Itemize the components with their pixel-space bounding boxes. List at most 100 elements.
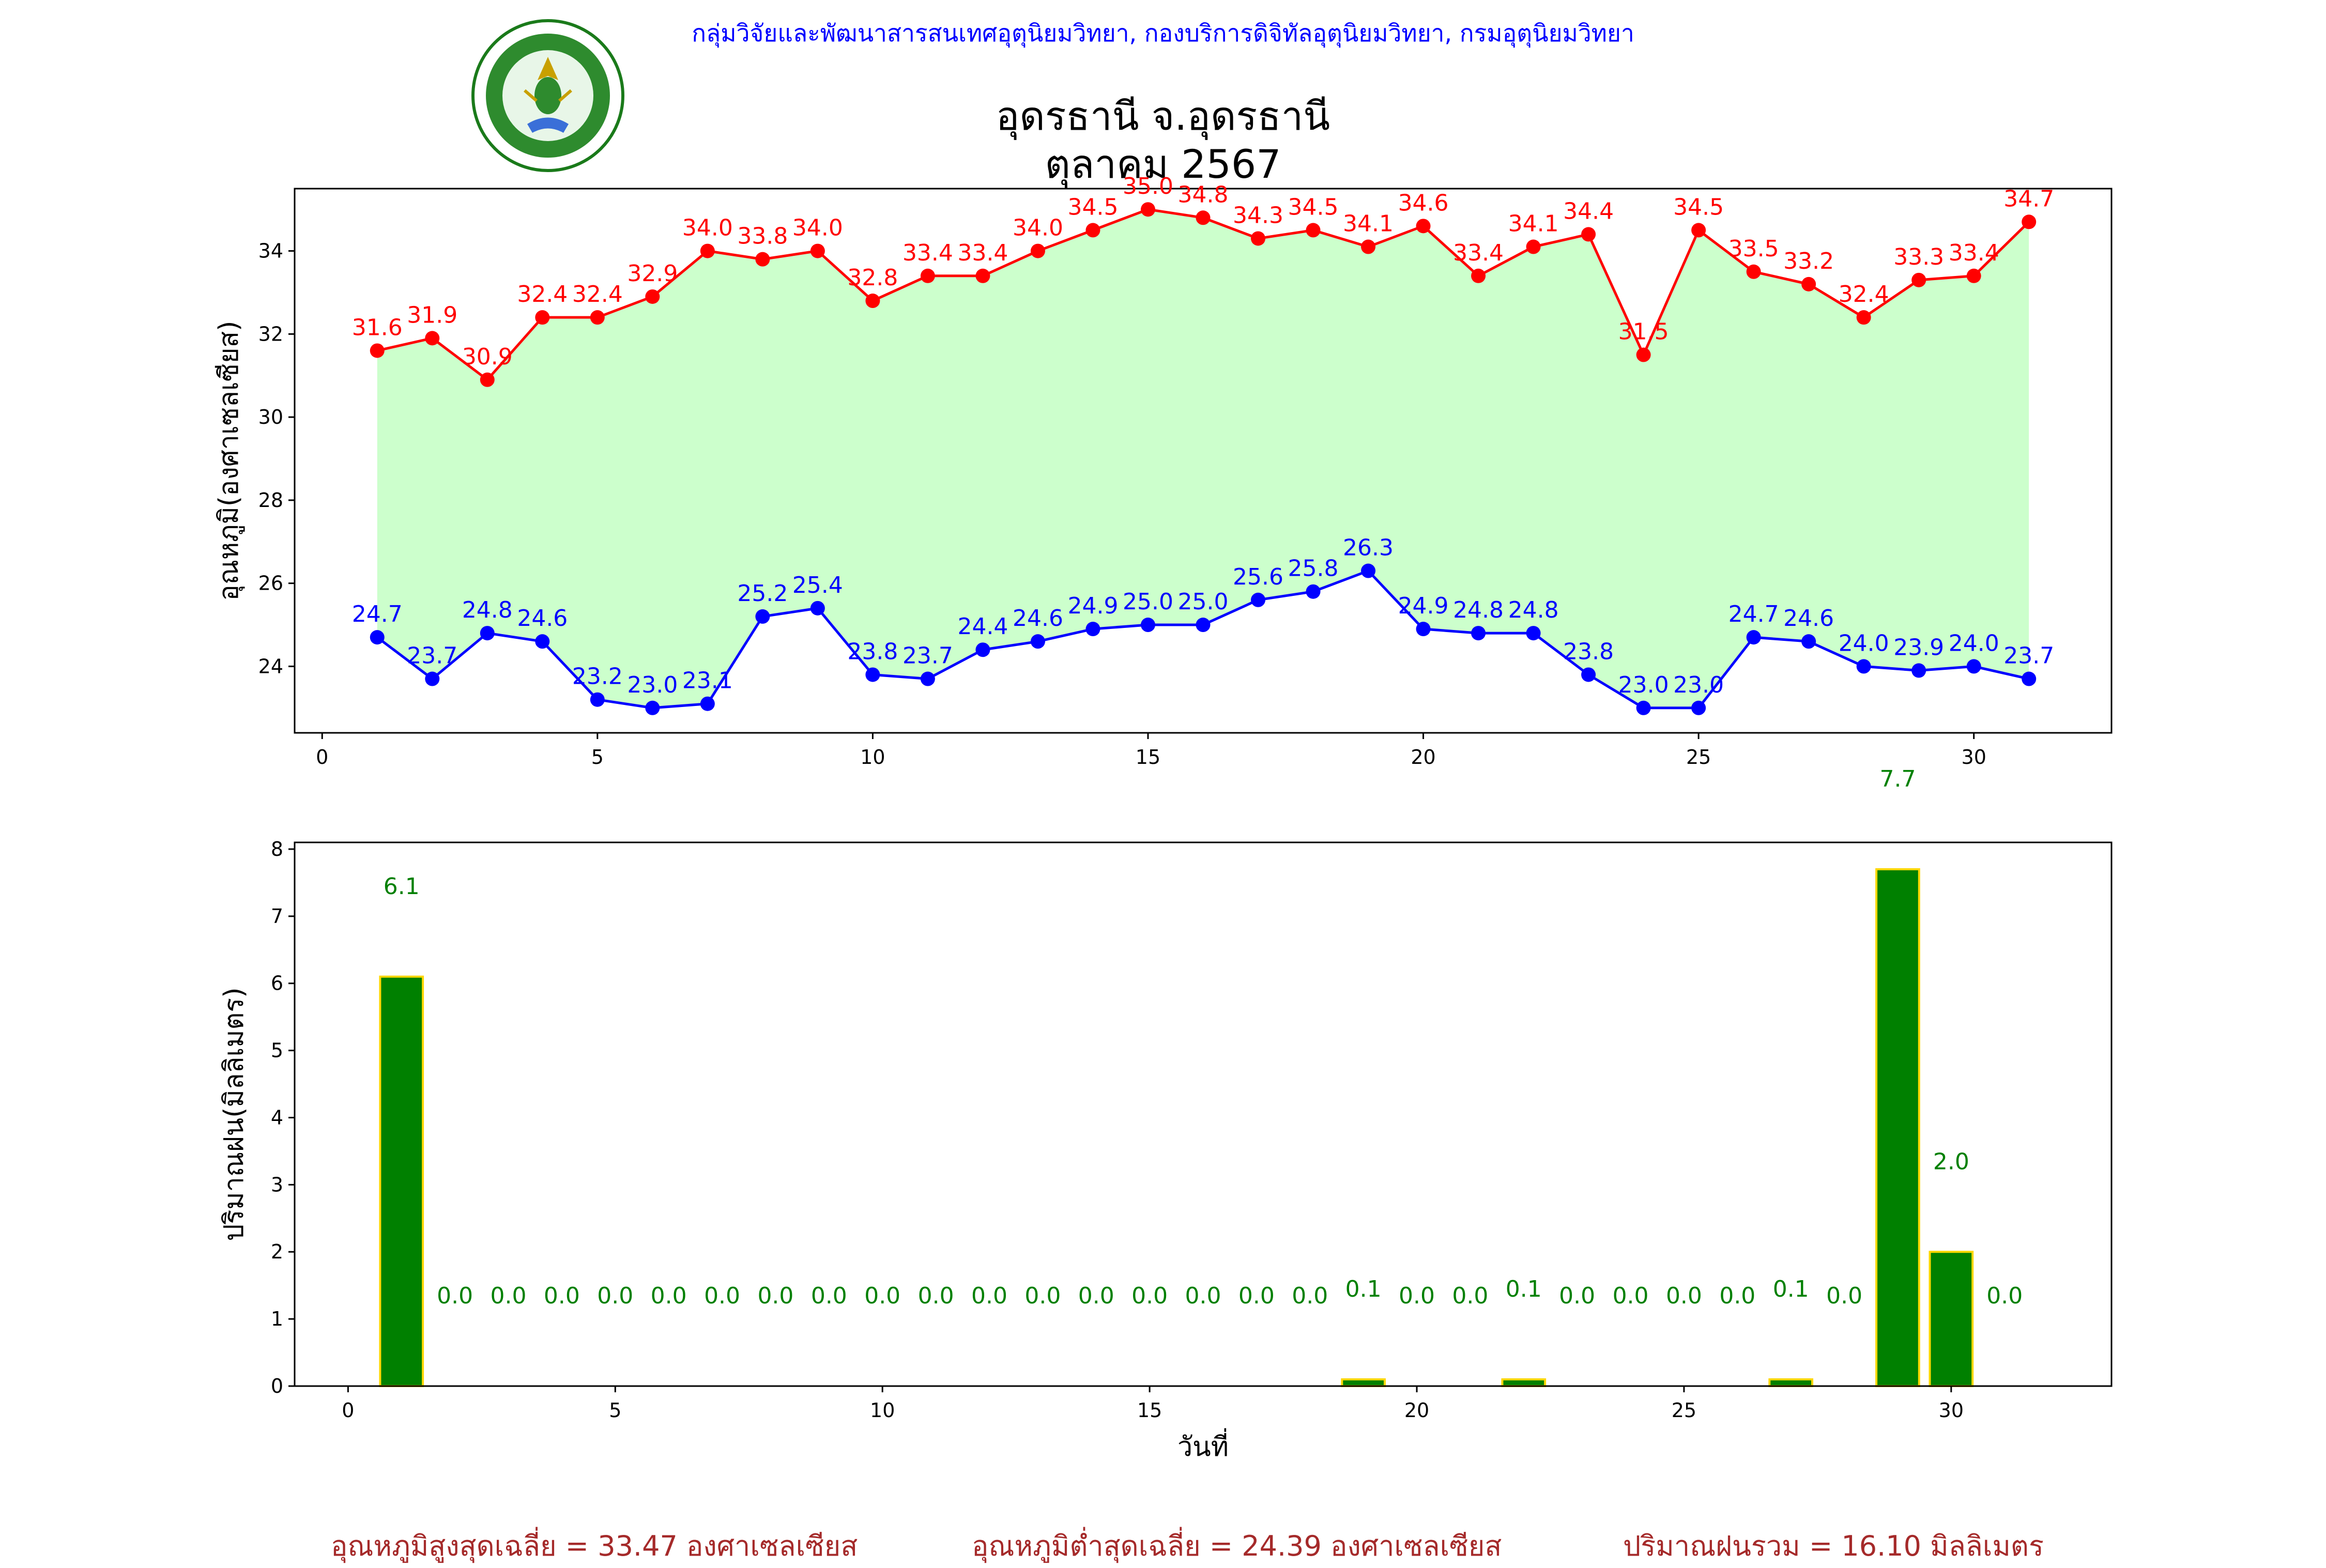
temperature-range-fill — [377, 209, 2029, 708]
rain-x-tick-label: 0 — [342, 1399, 354, 1422]
max-temp-point — [1361, 239, 1376, 254]
rain-value-label: 0.0 — [597, 1283, 633, 1309]
min-temp-value-label: 24.9 — [1398, 593, 1449, 619]
min-temp-value-label: 25.4 — [792, 572, 843, 598]
max-temp-value-label: 33.3 — [1893, 244, 1944, 270]
rain-value-label: 0.0 — [1986, 1283, 2023, 1309]
min-temp-point — [1140, 618, 1155, 633]
max-temp-point — [755, 252, 770, 267]
min-temp-value-label: 23.7 — [902, 643, 953, 669]
max-temp-point — [810, 243, 825, 258]
max-temp-point — [425, 331, 440, 346]
month-title: ตุลาคม 2567 — [1045, 141, 1281, 187]
min-temp-value-label: 24.0 — [1839, 630, 1889, 656]
temp-y-tick-label: 24 — [258, 655, 283, 678]
min-temp-point — [1966, 659, 1981, 674]
max-temp-point — [865, 294, 880, 309]
rain-value-label: 0.0 — [1292, 1283, 1328, 1309]
max-temp-point — [1251, 231, 1266, 246]
rain-bar — [1929, 1251, 1974, 1387]
max-temp-value-label: 34.4 — [1563, 198, 1614, 224]
temp-y-tick-label: 28 — [258, 489, 283, 512]
max-temp-point — [700, 243, 715, 258]
rain-plot-frame — [294, 841, 2113, 1387]
max-temp-point — [1581, 227, 1596, 242]
max-temp-value-label: 34.0 — [1013, 215, 1063, 241]
max-temp-value-label: 33.8 — [737, 223, 788, 250]
min-temp-value-label: 24.8 — [462, 597, 513, 623]
rain-x-tick-label: 20 — [1404, 1399, 1429, 1422]
min-temp-point — [1911, 663, 1926, 678]
rainfall-chart: 6.1 0.0 0.0 0.0 0.0 0.0 0.0 0.0 0.0 0.0 0.0 0.0 0.0 0… — [219, 766, 2113, 1463]
total-rain-summary: ปริมาณฝนรวม = 16.10 มิลลิเมตร — [1623, 1530, 2044, 1562]
rain-value-label: 0.0 — [544, 1283, 580, 1309]
max-temp-value-label: 34.0 — [792, 215, 843, 241]
rain-value-label: 0.0 — [1078, 1283, 1114, 1309]
min-temp-point — [1636, 700, 1651, 715]
max-temp-value-label: 34.3 — [1233, 202, 1283, 228]
rain-value-label: 7.7 — [1879, 766, 1916, 792]
min-temp-point — [370, 630, 385, 645]
max-temp-point — [1636, 347, 1651, 362]
min-temp-point — [865, 667, 880, 682]
org-header: กลุ่มวิจัยและพัฒนาสารสนเทศอุตุนิยมวิทยา,… — [692, 19, 1634, 47]
rain-value-label: 0.0 — [1559, 1283, 1595, 1309]
temp-x-tick-label: 10 — [860, 746, 885, 768]
min-temp-value-label: 23.0 — [627, 672, 678, 698]
rain-x-tick-label: 5 — [609, 1399, 621, 1422]
max-temp-value-label: 31.5 — [1618, 319, 1669, 345]
min-temp-value-label: 23.2 — [572, 664, 623, 690]
min-temp-point — [1030, 634, 1045, 649]
rain-value-label: 0.0 — [1666, 1283, 1702, 1309]
rain-value-label: 2.0 — [1933, 1148, 1969, 1175]
temp-y-tick-label: 34 — [258, 240, 283, 263]
max-temp-value-label: 35.0 — [1123, 173, 1173, 199]
min-temp-value-label: 23.8 — [847, 638, 898, 665]
min-temp-value-label: 25.0 — [1123, 589, 1173, 615]
min-temp-point — [755, 609, 770, 624]
rain-value-label: 0.0 — [704, 1283, 740, 1309]
rain-bar — [1501, 1378, 1547, 1388]
rain-y-tick-label: 0 — [271, 1375, 283, 1397]
min-temp-value-label: 24.6 — [517, 605, 568, 632]
temp-y-axis-label: อุณหภูมิ(องศาเซลเซียส) — [213, 321, 245, 601]
rain-value-label: 0.0 — [437, 1283, 473, 1309]
temp-y-tick-label: 32 — [258, 322, 283, 345]
max-temp-point — [1801, 276, 1816, 291]
min-temp-point — [1251, 592, 1266, 607]
temp-x-tick-label: 0 — [316, 746, 328, 768]
min-temp-value-label: 24.9 — [1067, 593, 1118, 619]
rain-bar — [379, 975, 424, 1387]
max-temp-point — [1085, 223, 1100, 238]
temp-x-tick-label: 5 — [591, 746, 604, 768]
rain-bar — [1341, 1378, 1386, 1388]
rain-value-label: 0.0 — [1185, 1283, 1221, 1309]
min-temp-value-label: 23.1 — [682, 668, 733, 694]
min-temp-point — [1416, 622, 1431, 637]
max-temp-value-label: 32.8 — [847, 265, 898, 291]
rain-y-tick-label: 8 — [271, 838, 283, 860]
min-temp-value-label: 24.0 — [1949, 630, 1999, 656]
avg-min-summary: อุณหภูมิต่ำสุดเฉลี่ย = 24.39 องศาเซลเซีย… — [972, 1530, 1502, 1562]
max-temp-point — [480, 372, 495, 387]
min-temp-value-label: 23.0 — [1673, 672, 1724, 698]
max-temp-point — [370, 343, 385, 358]
temperature-chart: 0 5 10 15 20 25 30 24 26 28 30 32 34 อุณหภูมิ(องศาเซล… — [213, 173, 2113, 768]
min-temp-value-label: 23.0 — [1618, 672, 1669, 698]
rain-value-label: 0.0 — [1399, 1283, 1435, 1309]
min-temp-value-label: 25.2 — [737, 580, 788, 607]
min-temp-value-label: 26.3 — [1343, 535, 1394, 561]
max-temp-point — [1691, 223, 1706, 238]
max-temp-value-label: 33.5 — [1728, 236, 1779, 262]
min-temp-point — [1085, 622, 1100, 637]
rain-value-label: 0.0 — [1238, 1283, 1275, 1309]
max-temp-point — [975, 268, 990, 283]
max-temp-point — [1140, 202, 1155, 217]
max-temp-point — [1746, 264, 1761, 279]
rain-value-label: 0.1 — [1773, 1276, 1809, 1302]
rain-value-label: 0.0 — [1131, 1283, 1168, 1309]
temp-x-tick-label: 20 — [1411, 746, 1435, 768]
min-temp-value-label: 25.8 — [1288, 556, 1339, 582]
min-temp-point — [1691, 700, 1706, 715]
